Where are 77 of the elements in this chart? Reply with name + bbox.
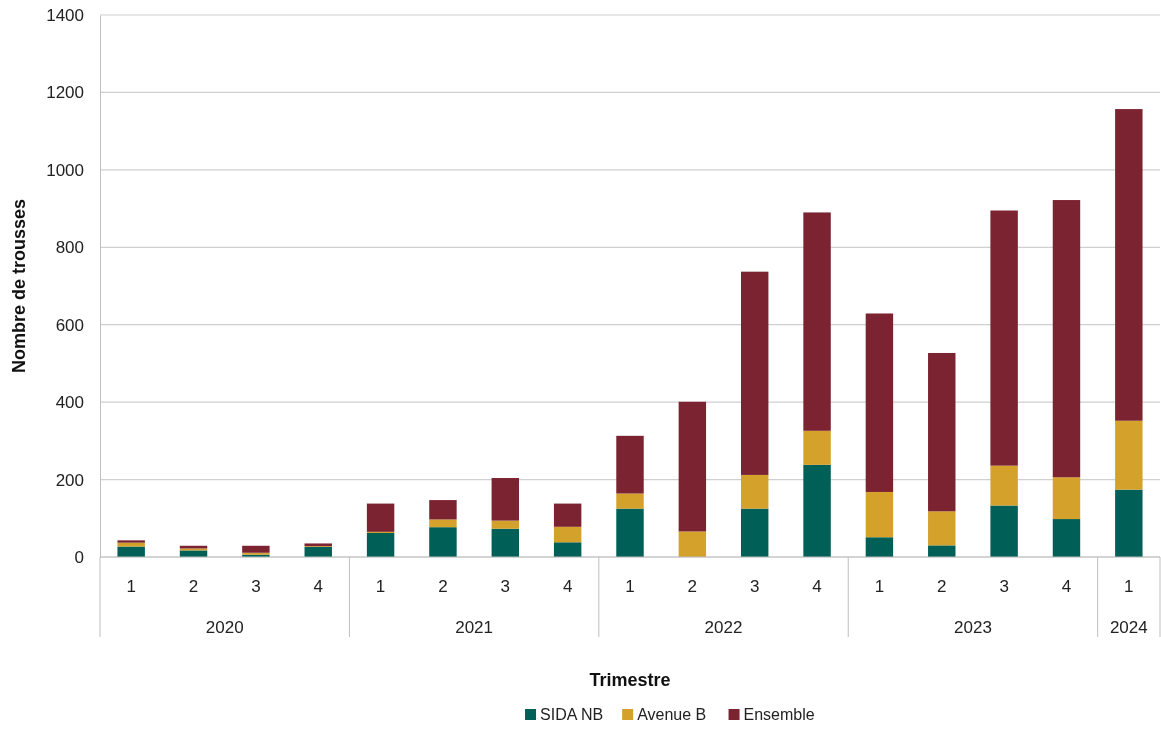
bar: [429, 527, 457, 557]
x-tick-label: 4: [1061, 577, 1072, 596]
bar: [740, 508, 769, 557]
bar: [1115, 489, 1143, 557]
y-tick-label: 1000: [46, 160, 84, 180]
bar: [553, 526, 582, 543]
legend-label: Avenue B: [637, 706, 707, 723]
text: 2023: [954, 618, 992, 637]
bar: [304, 546, 332, 557]
bar: [1115, 420, 1143, 490]
bar: [366, 503, 395, 532]
bar: [865, 313, 894, 492]
bar: [678, 401, 707, 532]
bar: [616, 435, 644, 494]
bar: [928, 352, 956, 512]
bar: [1052, 200, 1081, 478]
text: 2020: [205, 618, 244, 637]
bar: [1115, 109, 1143, 421]
y-tick-label: 1400: [46, 5, 84, 25]
y-tick-label: 400: [55, 393, 84, 413]
bar: [553, 503, 582, 527]
bar: [366, 533, 395, 557]
bar: [865, 537, 894, 557]
bar: [242, 545, 270, 553]
bar: [616, 493, 644, 509]
x-tick-label: 2: [687, 577, 698, 596]
bar: [491, 520, 520, 529]
y-tick-label: 0: [74, 547, 84, 567]
y-tick-label: 1200: [46, 83, 84, 103]
x-tick-label: 2: [937, 577, 947, 596]
y-tick-label: 600: [55, 315, 84, 335]
x-tick-label: 4: [313, 577, 323, 596]
bar: [491, 478, 520, 521]
x-tick-label: 4: [812, 577, 822, 596]
bar: [740, 474, 769, 509]
x-tick-label: 4: [562, 577, 573, 596]
bar: [1052, 477, 1081, 520]
bar: [990, 210, 1018, 466]
bar: [117, 542, 145, 547]
legend-label: Ensemble: [743, 706, 815, 723]
x-axis-title: Trimestre: [589, 670, 671, 690]
x-tick-label: 1: [126, 577, 136, 596]
bar: [928, 511, 956, 546]
bar: [1052, 519, 1081, 557]
y-tick-label: 200: [55, 470, 84, 490]
bar: [491, 528, 520, 557]
bar: [803, 212, 831, 431]
legend-label: SIDA NB: [540, 706, 604, 723]
y-axis-title: Nombre de trousses: [9, 198, 29, 374]
x-tick-label: 3: [999, 577, 1009, 596]
bar: [678, 531, 707, 557]
text: 2024: [1109, 618, 1148, 637]
x-tick-label: 1: [874, 577, 885, 596]
text: 2021: [455, 618, 494, 637]
bar: [616, 508, 644, 557]
x-tick-label: 3: [500, 577, 511, 596]
x-tick-label: 3: [749, 577, 760, 596]
bar: [990, 465, 1018, 506]
bar: [179, 550, 208, 557]
x-tick-label: 1: [375, 577, 386, 596]
bar: [928, 545, 956, 557]
text: 2022: [704, 618, 743, 637]
y-tick-label: 800: [55, 238, 84, 258]
bar: [117, 540, 145, 543]
x-tick-label: 1: [1124, 577, 1134, 596]
x-tick-label: 2: [188, 577, 199, 596]
x-tick-label: 1: [625, 577, 635, 596]
bar: [429, 519, 457, 528]
x-tick-label: 2: [438, 577, 448, 596]
bar: [553, 542, 582, 557]
bar: [865, 491, 894, 538]
bar: [740, 271, 769, 475]
bar: [429, 500, 457, 520]
bar: [990, 505, 1018, 557]
bar: [803, 464, 831, 557]
x-tick-label: 3: [251, 577, 261, 596]
bar: [803, 430, 831, 465]
